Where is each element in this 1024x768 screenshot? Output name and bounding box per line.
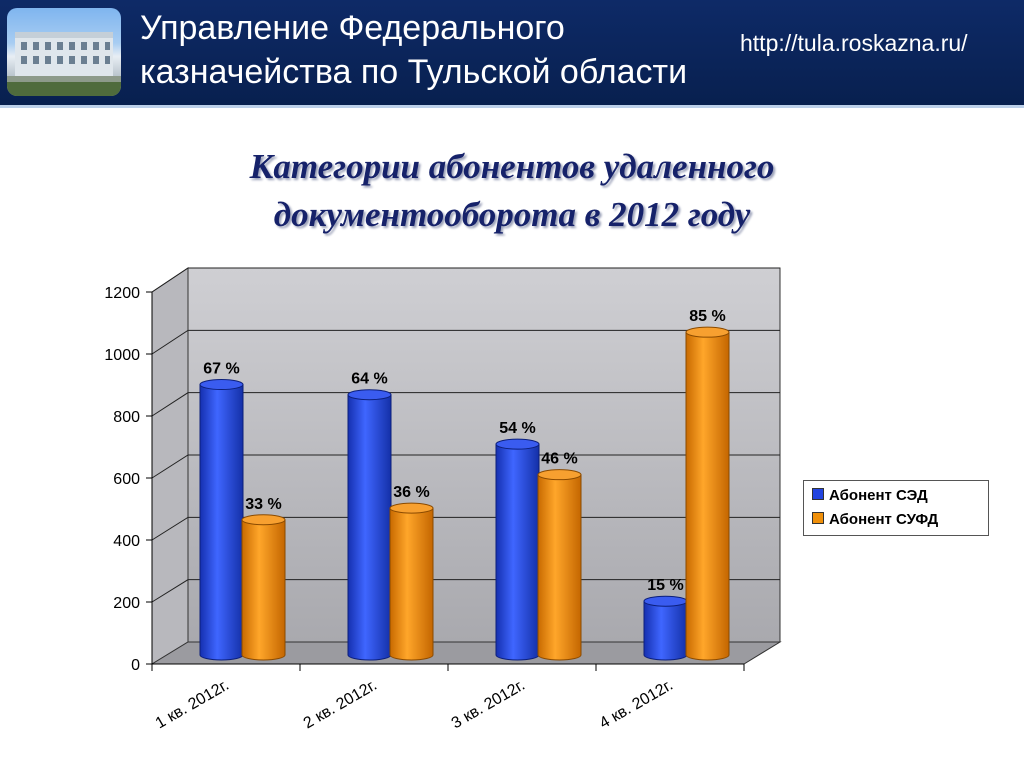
y-tick-label: 1000 [104, 347, 140, 364]
y-tick-label: 400 [113, 533, 140, 550]
gridline [151, 392, 780, 417]
gridline [151, 579, 780, 603]
bar [199, 379, 244, 661]
bar-body [537, 474, 582, 661]
bar-body [347, 394, 392, 661]
x-tick-label: 2 кв. 2012г. [301, 677, 380, 733]
data-label: 46 % [541, 451, 577, 468]
x-tick-label: 1 кв. 2012г. [153, 677, 232, 733]
data-label: 85 % [689, 308, 725, 325]
x-tick-label: 3 кв. 2012г. [449, 677, 528, 733]
chart-legend: Абонент СЭД Абонент СУФД [803, 480, 989, 536]
chart-title-line2: документооборота в 2012 году [273, 195, 751, 234]
bar [241, 514, 286, 661]
chart-title: Категории абонентов удаленного документо… [0, 143, 1024, 239]
bar-body [389, 507, 434, 661]
data-label: 64 % [351, 371, 387, 388]
bar [643, 595, 688, 661]
x-tick-label: 4 кв. 2012г. [597, 677, 676, 733]
bar-top [241, 514, 286, 526]
y-tick-label: 800 [113, 409, 140, 426]
building-photo-logo [7, 8, 121, 96]
bar-chart: 0 200 400 600 800 1000 1200 1 кв. 2012г. 2 кв. 2… [104, 267, 782, 733]
bar [347, 389, 392, 661]
header-title-line2: казначейства по Тульской области [140, 53, 688, 91]
legend-entry-sed: Абонент СЭД [812, 487, 928, 504]
data-label: 54 % [499, 420, 535, 437]
bar [537, 469, 582, 661]
gridline [151, 329, 780, 355]
gridline [151, 267, 780, 293]
bar-body [643, 600, 688, 661]
legend-swatch-sed [812, 488, 824, 500]
bar-top [199, 379, 244, 391]
site-url-link[interactable]: http://tula.roskazna.ru/ [740, 30, 968, 56]
data-label: 36 % [393, 484, 429, 501]
bar-body [241, 519, 286, 661]
bar-body [495, 443, 540, 661]
chart-title-line1: Категории абонентов удаленного [249, 147, 775, 186]
y-tick-label: 600 [113, 471, 140, 488]
y-tick-label: 200 [113, 595, 140, 612]
bar-top [389, 502, 434, 514]
header-banner: Управление Федерального казначейства по … [0, 0, 1024, 108]
bar-top [537, 469, 582, 481]
bar [495, 438, 540, 661]
bar-top [643, 595, 688, 607]
y-tick-label: 1200 [104, 285, 140, 302]
header-title-line1: Управление Федерального [140, 9, 565, 47]
bar-top [347, 389, 392, 401]
header-title: Управление Федерального казначейства по … [140, 6, 687, 94]
data-label: 15 % [647, 577, 683, 594]
bar-top [685, 326, 730, 338]
bar-body [199, 384, 244, 661]
legend-entry-sufd: Абонент СУФД [812, 511, 938, 528]
gridline [151, 516, 780, 541]
y-tick-label: 0 [131, 657, 140, 674]
data-label: 67 % [203, 361, 239, 378]
gridline [151, 454, 780, 479]
bar [389, 502, 434, 661]
bar-top [495, 438, 540, 450]
legend-label-sufd: Абонент СУФД [829, 511, 939, 528]
bar [685, 326, 730, 661]
legend-label-sed: Абонент СЭД [829, 487, 928, 504]
legend-swatch-sufd [812, 512, 824, 524]
data-label: 33 % [245, 496, 281, 513]
bar-body [685, 331, 730, 661]
